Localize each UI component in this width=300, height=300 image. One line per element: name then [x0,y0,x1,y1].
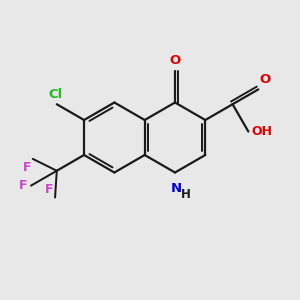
Text: O: O [259,73,270,86]
Text: OH: OH [252,125,273,138]
Text: Cl: Cl [49,88,63,101]
Text: N: N [170,182,182,196]
Text: F: F [45,183,53,196]
Text: H: H [181,188,191,201]
Text: F: F [19,179,28,192]
Text: F: F [22,160,31,173]
Text: O: O [169,54,181,67]
